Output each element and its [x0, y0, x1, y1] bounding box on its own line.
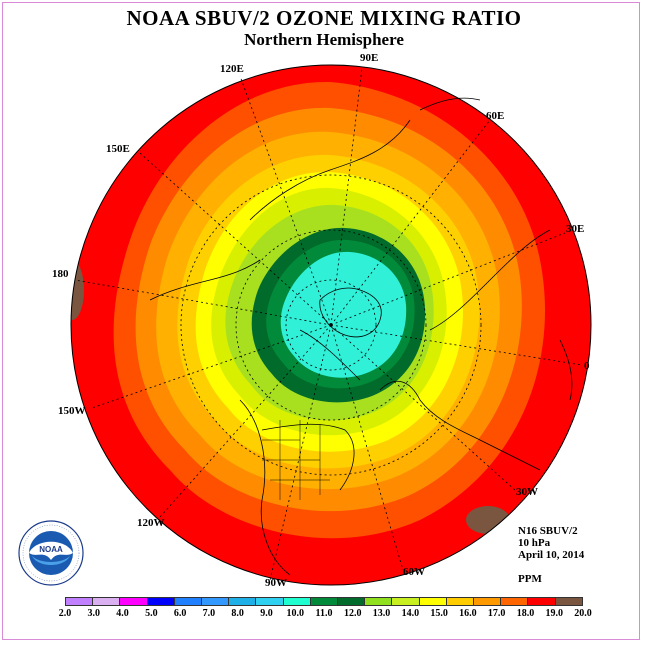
colorbar-swatch	[147, 598, 175, 605]
colorbar-swatch	[365, 598, 393, 605]
lon-label-150w: 150W	[58, 405, 86, 417]
lat-circle-mid	[235, 229, 427, 421]
colorbar-swatch	[93, 598, 121, 605]
colorbar-tick-label: 15.0	[430, 608, 448, 619]
colorbar-tick-label: 18.0	[516, 608, 535, 619]
lon-label-180: 180	[52, 268, 69, 280]
lon-label-120w: 120W	[137, 517, 165, 529]
colorbar-swatch	[474, 598, 502, 605]
instrument-label: N16 SBUV/2	[518, 525, 578, 537]
lon-label-60e: 60E	[486, 110, 505, 122]
colorbar-swatch	[283, 598, 311, 605]
colorbar-swatch	[202, 598, 230, 605]
lon-label-0: 0	[584, 360, 590, 372]
colorbar	[65, 597, 583, 606]
colorbar-tick-label: 7.0	[202, 608, 216, 619]
page-subtitle: Northern Hemisphere	[244, 30, 404, 49]
meridian-180	[74, 279, 332, 326]
colorbar-swatch	[120, 598, 148, 605]
meridian-60e	[330, 119, 491, 326]
level-label: 10 hPa	[518, 537, 551, 549]
north-america-coast	[239, 399, 355, 576]
colorbar-tick-label: 9.0	[260, 608, 273, 619]
colorbar-tick-label: 20.0	[574, 608, 592, 619]
lon-label-30w: 30W	[516, 486, 538, 498]
asia-coast	[249, 97, 481, 221]
lat-circle-inner	[285, 279, 377, 371]
date-label: April 10, 2014	[518, 549, 585, 561]
colorbar-tick-label: 3.0	[87, 608, 101, 619]
colorbar-tick-label: 16.0	[459, 608, 477, 619]
colorbar-swatch	[528, 598, 556, 605]
colorbar-tick-label: 17.0	[487, 608, 506, 619]
meridian-0	[330, 324, 583, 366]
colorbar-swatch	[66, 598, 94, 605]
colorbar-swatch	[256, 598, 284, 605]
meridian-30w	[330, 324, 516, 491]
lon-label-60w: 60W	[403, 566, 425, 578]
lon-label-90w: 90W	[265, 577, 287, 589]
zone-20-ne	[445, 65, 591, 115]
eurasia-coast	[429, 229, 573, 401]
colorbar-tick-label: 11.0	[315, 608, 333, 619]
zone-10	[280, 251, 407, 378]
colorbar-swatch	[392, 598, 420, 605]
colorbar-tick-label: 2.0	[58, 608, 72, 619]
colorbar-swatch	[174, 598, 203, 605]
colorbar-tick-label: 4.0	[116, 608, 129, 619]
lon-label-120e: 120E	[220, 63, 244, 75]
lon-label-90e: 90E	[360, 52, 379, 64]
noaa-logo-text: NOAA	[39, 545, 63, 554]
colorbar-tick-label: 19.0	[545, 608, 563, 619]
lat-circle-outer	[180, 174, 482, 476]
units-label: PPM	[518, 573, 542, 585]
colorbar-tick-label: 10.0	[286, 608, 304, 619]
colorbar-tick-label: 14.0	[401, 608, 420, 619]
arctic-island	[319, 287, 382, 338]
colorbar-tick-label: 12.0	[344, 608, 362, 619]
lon-label-30e: 30E	[566, 223, 585, 235]
lon-label-150e: 150E	[106, 143, 130, 155]
colorbar-swatch	[419, 598, 447, 605]
meridian-150w	[91, 324, 332, 409]
coastlines	[149, 97, 573, 576]
colorbar-tick-label: 5.0	[145, 608, 158, 619]
colorbar-swatch	[555, 598, 582, 605]
meridian-30e	[330, 232, 566, 326]
graticule	[74, 67, 583, 581]
page-title: NOAA SBUV/2 OZONE MIXING RATIO	[126, 6, 522, 30]
meridian-120e	[239, 75, 332, 326]
colorbar-swatch	[310, 598, 339, 605]
colorbar-swatch	[446, 598, 475, 605]
colorbar-tick-label: 8.0	[231, 608, 244, 619]
colorbar-swatch	[229, 598, 257, 605]
colorbar-tick-label: 6.0	[173, 608, 187, 619]
meridian-90w	[269, 324, 332, 581]
state-boundaries	[262, 420, 330, 500]
colorbar-tick-label: 13.0	[372, 608, 391, 619]
meridian-90e	[330, 67, 363, 326]
colorbar-labels: 2.0 3.0 4.0 5.0 6.0 7.0 8.0 9.0 10.0 11.0 12.0 13.0…	[0, 608, 648, 622]
greenland-europe-coast	[299, 329, 541, 471]
siberia-alaska-coast	[149, 259, 261, 301]
hemisphere-border	[70, 64, 592, 586]
colorbar-swatch	[501, 598, 529, 605]
noaa-logo: NOAA	[18, 520, 84, 586]
colorbar-swatch	[338, 598, 366, 605]
